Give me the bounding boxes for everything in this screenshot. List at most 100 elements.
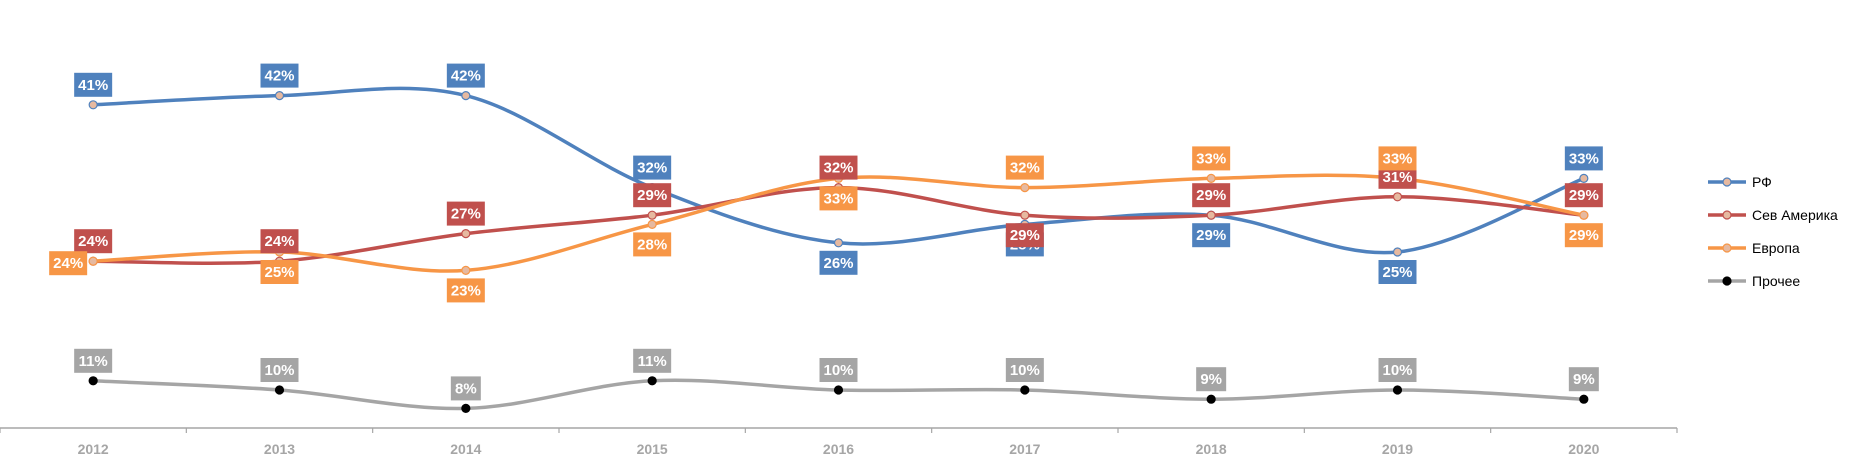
- series-4-marker: [1206, 394, 1216, 404]
- data-label-text: 42%: [264, 68, 294, 85]
- data-label: 29%: [1564, 183, 1603, 208]
- series-2-marker: [647, 210, 657, 220]
- legend-item: Сев Америка: [1708, 207, 1838, 223]
- series-4-marker: [274, 385, 285, 395]
- data-label: 33%: [1564, 146, 1603, 171]
- series-1-marker: [274, 90, 285, 101]
- series-4-marker: [1392, 385, 1403, 395]
- series-4-marker: [461, 403, 471, 413]
- data-label-box: [1192, 223, 1231, 248]
- data-label: 25%: [1378, 260, 1417, 284]
- series-1-marker: [1392, 247, 1403, 257]
- data-label-box: [1005, 358, 1044, 382]
- series-2-marker: [1020, 210, 1030, 220]
- data-label-box: [1196, 367, 1227, 392]
- data-label-text: 23%: [451, 282, 481, 299]
- data-label: 29%: [1005, 223, 1044, 248]
- x-tick-label: 2017: [1009, 441, 1040, 457]
- legend-label: РФ: [1752, 174, 1772, 190]
- data-label-text: 10%: [823, 362, 853, 379]
- series-3-marker: [647, 219, 657, 229]
- data-label-text: 29%: [637, 187, 667, 204]
- data-label: 9%: [1196, 367, 1227, 392]
- data-label-text: 29%: [1569, 187, 1599, 204]
- data-label-text: 32%: [823, 160, 853, 177]
- data-label-box: [49, 251, 88, 276]
- series-2-marker: [461, 229, 471, 239]
- data-label-box: [446, 201, 485, 226]
- data-label-text: 10%: [264, 362, 294, 379]
- series-2-marker: [1206, 210, 1216, 220]
- data-label: 41%: [74, 72, 113, 97]
- series-4-marker: [88, 376, 98, 386]
- series-4-marker: [1020, 385, 1030, 395]
- data-label-box: [1192, 183, 1231, 208]
- data-label-text: 25%: [264, 264, 294, 281]
- legend-marker: [1722, 177, 1732, 187]
- data-label: 42%: [260, 63, 299, 88]
- x-tick-label: 2014: [450, 441, 481, 457]
- data-label-box: [633, 232, 672, 257]
- series-1-marker: [833, 238, 844, 248]
- series-3-marker: [461, 265, 471, 275]
- data-label-text: 42%: [451, 68, 481, 85]
- data-label: 29%: [1192, 223, 1231, 248]
- series-3-marker: [88, 256, 98, 266]
- data-label-text: 33%: [1382, 150, 1412, 167]
- data-label-text: 29%: [1196, 227, 1226, 244]
- data-label: 10%: [1005, 358, 1044, 382]
- data-label-box: [1378, 358, 1417, 382]
- data-label-text: 24%: [53, 255, 83, 272]
- legend-item: Европа: [1708, 240, 1800, 256]
- legend-marker: [1722, 243, 1732, 253]
- data-label-text: 26%: [823, 255, 853, 272]
- data-label: 8%: [450, 376, 481, 401]
- data-label-box: [633, 155, 672, 180]
- x-tick-label: 2020: [1568, 441, 1599, 457]
- data-label-box: [819, 155, 858, 180]
- series-3-marker: [1579, 210, 1589, 220]
- data-label-text: 9%: [1200, 371, 1222, 388]
- data-label: 24%: [49, 251, 88, 276]
- data-label-text: 32%: [637, 160, 667, 177]
- data-label-text: 11%: [638, 353, 667, 370]
- legend-marker: [1722, 210, 1732, 220]
- data-label: 33%: [1378, 146, 1417, 171]
- data-label: 10%: [819, 358, 858, 382]
- data-label: 28%: [633, 232, 672, 257]
- legend: РФ Сев Америка Европа Прочее: [1708, 174, 1838, 289]
- data-label: 29%: [1564, 223, 1603, 248]
- series-4-marker: [1579, 394, 1589, 404]
- data-label: 32%: [819, 155, 858, 180]
- data-label-box: [74, 72, 113, 97]
- data-label-box: [260, 63, 299, 88]
- data-label-text: 32%: [1010, 160, 1040, 177]
- data-label: 42%: [446, 63, 485, 88]
- data-label-box: [260, 358, 299, 382]
- series-3-marker: [1206, 173, 1216, 183]
- data-label-box: [1564, 183, 1603, 208]
- legend-label: Прочее: [1752, 273, 1800, 289]
- data-label-text: 9%: [1573, 371, 1595, 388]
- legend-marker: [1722, 276, 1732, 286]
- series-1-marker: [1579, 173, 1589, 183]
- data-label-text: 33%: [823, 190, 853, 207]
- series-2-marker: [1392, 192, 1403, 202]
- data-label-text: 10%: [1382, 362, 1412, 379]
- data-label: 26%: [819, 250, 858, 275]
- data-label-text: 33%: [1196, 150, 1226, 167]
- data-label: 11%: [633, 348, 672, 373]
- data-labels: 41% 42% 42% 32% 26% 28% 29% 25% 33% 24% 24% 27% 29% 3…: [49, 63, 1603, 401]
- data-label-text: 8%: [455, 380, 477, 397]
- data-label-box: [74, 348, 113, 373]
- data-label-box: [260, 260, 299, 284]
- data-label: 27%: [446, 201, 485, 226]
- data-label: 10%: [1378, 358, 1417, 382]
- data-label-box: [633, 348, 672, 373]
- data-label-text: 28%: [637, 236, 667, 253]
- data-label-box: [1378, 146, 1417, 171]
- data-label-text: 24%: [78, 233, 108, 250]
- data-label: 24%: [74, 229, 113, 254]
- data-label-text: 29%: [1010, 227, 1040, 244]
